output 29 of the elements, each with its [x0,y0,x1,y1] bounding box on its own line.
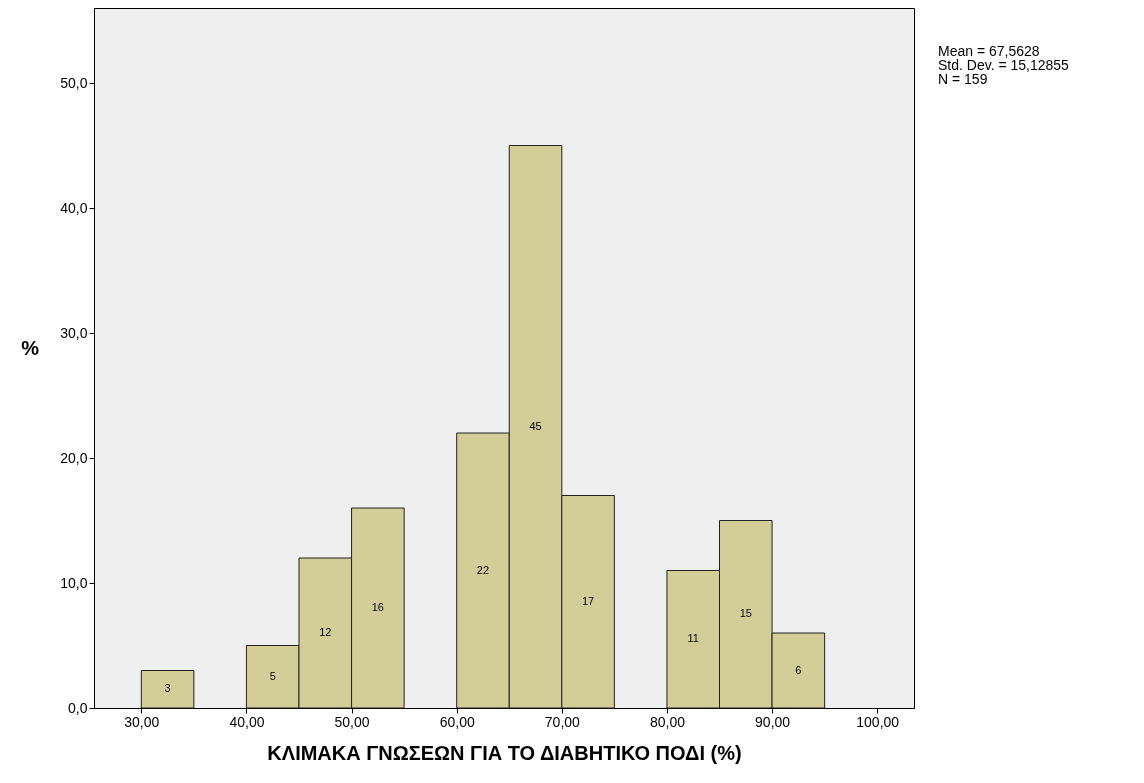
x-axis-title: ΚΛΙΜΑΚΑ ΓΝΩΣΕΩΝ ΓΙΑ ΤΟ ΔΙΑΒΗΤΙΚΟ ΠΟΔΙ (%) [267,741,742,764]
x-tick-label: 100,00 [856,713,900,730]
data-label: 6 [795,663,802,676]
data-label: 3 [164,682,171,695]
text: N = 159 [938,71,989,87]
x-tick-label: 70,00 [544,713,581,730]
y-tick-label: 30,0 [60,324,88,341]
y-tick-label: 10,0 [60,574,88,591]
text: Std. Dev. = 15,12855 [938,57,1069,73]
y-tick-label: 20,0 [60,449,88,466]
y-tick-label: 40,0 [60,199,88,216]
x-tick-label: 50,00 [334,713,370,730]
data-label: 12 [319,626,332,638]
data-label: 11 [687,632,699,645]
x-tick-label: 40,00 [229,713,265,730]
data-label: 16 [371,601,384,613]
x-tick-label: 30,00 [124,713,160,730]
x-tick-label: 60,00 [439,713,475,730]
text: Mean = 67,5628 [938,43,1041,59]
x-tick-label: 90,00 [755,713,791,730]
data-label: 45 [529,419,542,432]
data-label: 15 [739,607,752,620]
x-tick-label: 80,00 [649,713,686,730]
y-tick-label: 0,0 [68,699,88,716]
y-axis-title: % [21,336,40,359]
y-tick-label: 50,0 [60,74,88,91]
data-label: 22 [476,563,490,576]
data-label: 17 [581,594,595,607]
data-label: 5 [269,669,276,682]
